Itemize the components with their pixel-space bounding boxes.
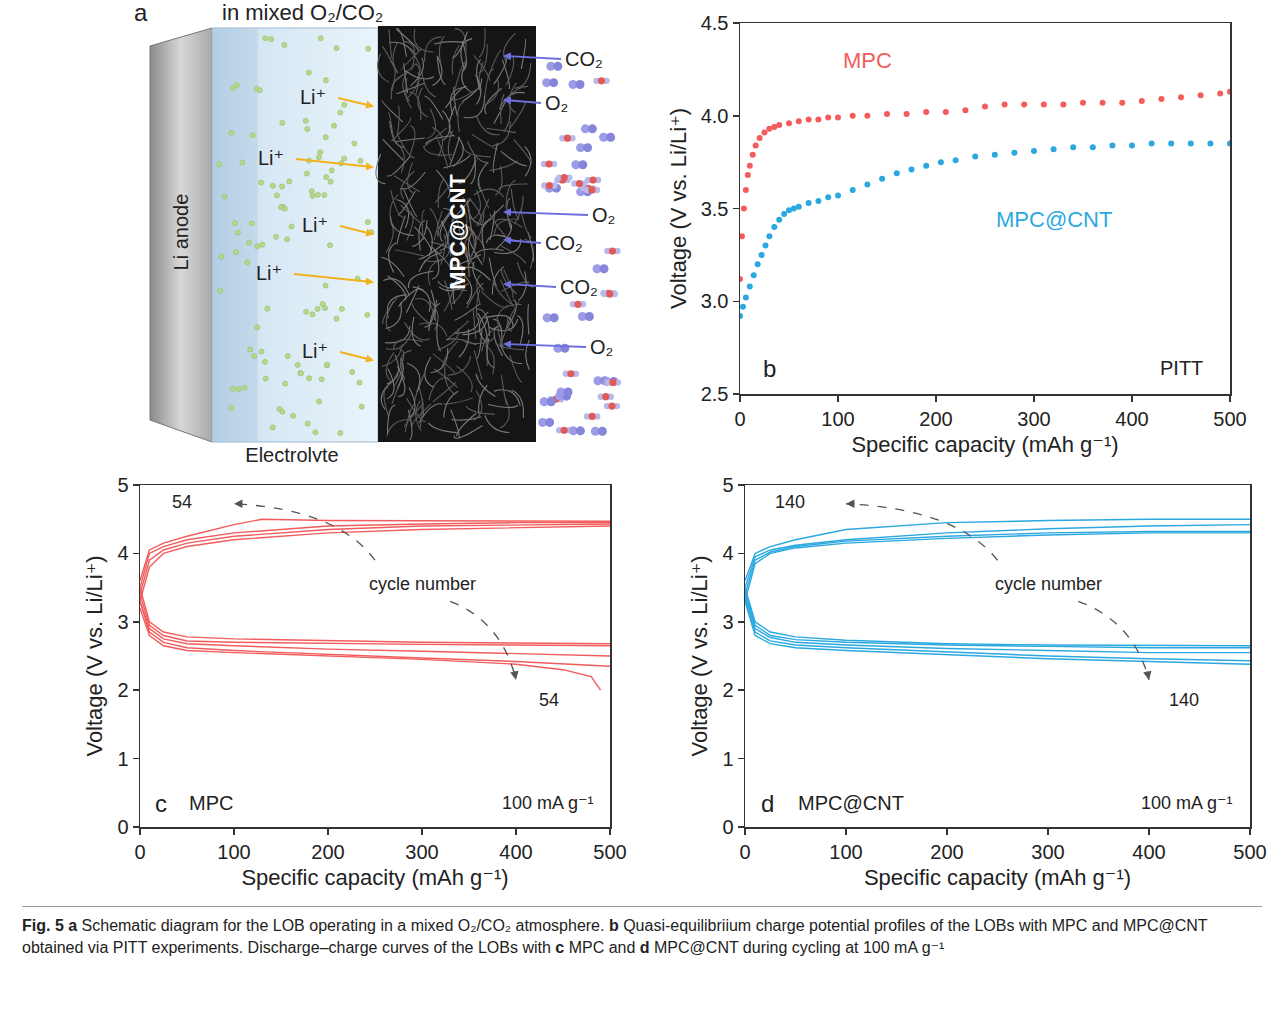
svg-text:3: 3 <box>722 611 733 633</box>
svg-text:MPC@CNT: MPC@CNT <box>996 207 1112 232</box>
svg-text:400: 400 <box>1115 408 1148 430</box>
svg-text:CO₂: CO₂ <box>565 48 603 70</box>
svg-text:MPC: MPC <box>189 792 233 814</box>
svg-text:2: 2 <box>722 679 733 701</box>
svg-text:cycle number: cycle number <box>995 574 1102 594</box>
svg-text:2: 2 <box>117 679 128 701</box>
svg-text:Specific capacity (mAh g⁻¹): Specific capacity (mAh g⁻¹) <box>241 865 508 890</box>
svg-text:400: 400 <box>499 841 532 863</box>
svg-text:b: b <box>763 355 776 382</box>
svg-text:54: 54 <box>172 492 192 512</box>
svg-text:MPC: MPC <box>843 48 892 73</box>
svg-text:140: 140 <box>1169 690 1199 710</box>
svg-text:500: 500 <box>1233 841 1266 863</box>
svg-text:500: 500 <box>593 841 626 863</box>
svg-text:Li⁺: Li⁺ <box>256 262 282 284</box>
svg-text:100 mA g⁻¹: 100 mA g⁻¹ <box>502 793 594 813</box>
svg-text:300: 300 <box>1031 841 1064 863</box>
svg-text:c: c <box>155 790 167 817</box>
svg-text:CO₂: CO₂ <box>560 276 598 298</box>
svg-text:100: 100 <box>821 408 854 430</box>
svg-text:3: 3 <box>117 611 128 633</box>
svg-text:4.5: 4.5 <box>701 12 729 34</box>
svg-text:0: 0 <box>722 816 733 838</box>
svg-text:0: 0 <box>134 841 145 863</box>
svg-text:0: 0 <box>734 408 745 430</box>
svg-text:200: 200 <box>930 841 963 863</box>
svg-text:4: 4 <box>722 542 733 564</box>
svg-text:O₂: O₂ <box>545 92 568 114</box>
svg-text:5: 5 <box>117 474 128 496</box>
svg-text:Li⁺: Li⁺ <box>302 214 328 236</box>
svg-text:in mixed O₂/CO₂: in mixed O₂/CO₂ <box>222 0 383 25</box>
svg-text:Li⁺: Li⁺ <box>302 340 328 362</box>
svg-text:Specific capacity (mAh g⁻¹): Specific capacity (mAh g⁻¹) <box>864 865 1131 890</box>
svg-text:4: 4 <box>117 542 128 564</box>
svg-text:300: 300 <box>405 841 438 863</box>
svg-text:Li anode: Li anode <box>170 194 192 271</box>
svg-text:Li⁺: Li⁺ <box>258 147 284 169</box>
svg-text:CO₂: CO₂ <box>545 232 583 254</box>
svg-text:500: 500 <box>1213 408 1246 430</box>
svg-text:MPC@CNT: MPC@CNT <box>798 792 904 814</box>
svg-text:4.0: 4.0 <box>701 105 729 127</box>
svg-text:a: a <box>134 0 148 26</box>
svg-text:Electrolyte: Electrolyte <box>245 444 338 466</box>
svg-text:O₂: O₂ <box>592 204 615 226</box>
svg-text:5: 5 <box>722 474 733 496</box>
svg-text:Specific capacity (mAh g⁻¹): Specific capacity (mAh g⁻¹) <box>851 432 1118 457</box>
svg-text:140: 140 <box>775 492 805 512</box>
svg-text:100: 100 <box>829 841 862 863</box>
svg-text:3.0: 3.0 <box>701 290 729 312</box>
svg-text:cycle number: cycle number <box>369 574 476 594</box>
svg-text:400: 400 <box>1132 841 1165 863</box>
svg-text:PITT: PITT <box>1160 357 1203 379</box>
svg-text:Voltage (V vs. Li/Li⁺): Voltage (V vs. Li/Li⁺) <box>666 108 691 309</box>
svg-text:1: 1 <box>117 748 128 770</box>
svg-text:2.5: 2.5 <box>701 383 729 405</box>
svg-text:200: 200 <box>311 841 344 863</box>
svg-text:300: 300 <box>1017 408 1050 430</box>
svg-text:1: 1 <box>722 748 733 770</box>
svg-text:O₂: O₂ <box>590 336 613 358</box>
svg-text:100: 100 <box>217 841 250 863</box>
svg-text:100 mA g⁻¹: 100 mA g⁻¹ <box>1141 793 1233 813</box>
svg-text:Voltage (V vs. Li/Li⁺): Voltage (V vs. Li/Li⁺) <box>82 555 107 756</box>
html-text:Fig. 5 a Schematic diagram for: Fig. 5 a Schematic diagram for the LOB o… <box>22 917 1208 957</box>
svg-text:3.5: 3.5 <box>701 198 729 220</box>
svg-text:d: d <box>761 790 774 817</box>
svg-text:MPC@CNT: MPC@CNT <box>445 174 470 290</box>
svg-text:54: 54 <box>539 690 559 710</box>
svg-text:Li⁺: Li⁺ <box>300 86 326 108</box>
svg-text:0: 0 <box>739 841 750 863</box>
svg-text:Voltage (V vs. Li/Li⁺): Voltage (V vs. Li/Li⁺) <box>687 555 712 756</box>
svg-text:200: 200 <box>919 408 952 430</box>
svg-text:0: 0 <box>117 816 128 838</box>
